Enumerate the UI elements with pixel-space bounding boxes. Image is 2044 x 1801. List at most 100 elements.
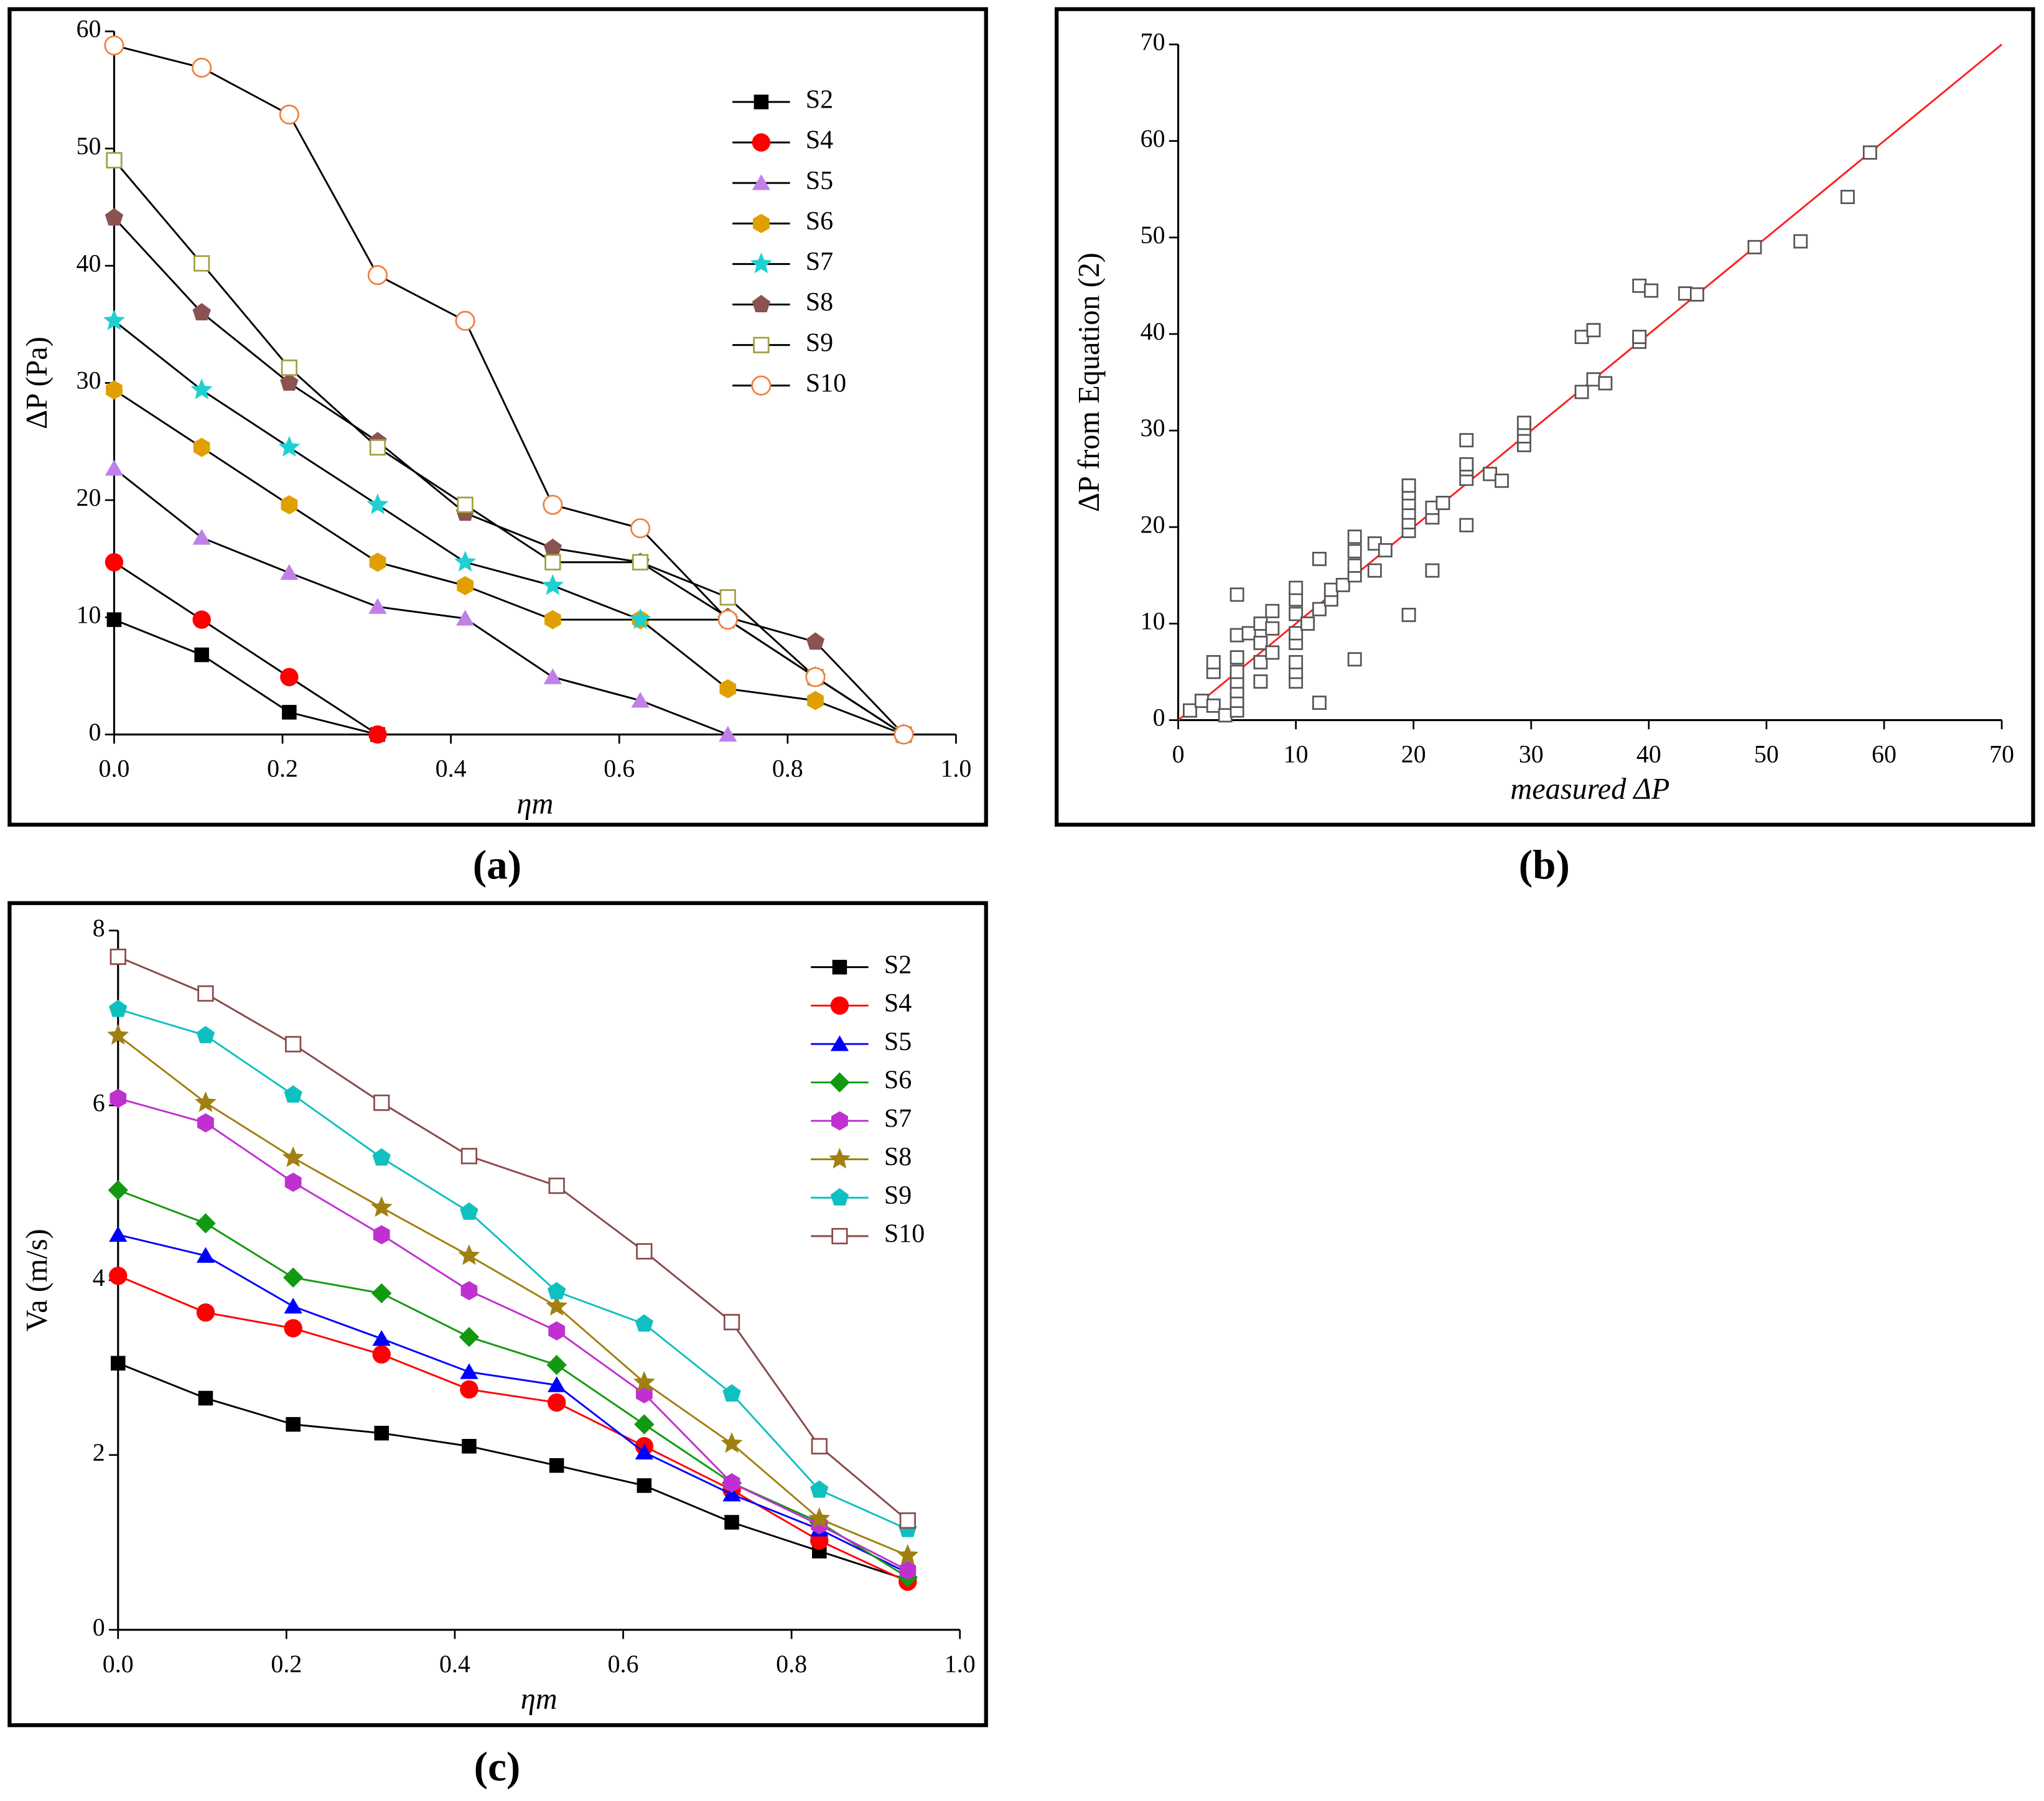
marker — [196, 1025, 215, 1043]
marker — [281, 359, 297, 376]
marker — [1459, 457, 1474, 472]
marker — [719, 589, 736, 606]
y-axis-label: ΔP from Equation (2) — [1073, 253, 1106, 512]
marker — [1862, 145, 1877, 160]
marker — [282, 1267, 304, 1288]
marker — [721, 1432, 743, 1453]
marker — [110, 1356, 126, 1371]
series-line — [113, 618, 378, 736]
marker — [192, 57, 212, 78]
marker — [808, 1507, 831, 1529]
legend-marker — [831, 1111, 848, 1131]
marker — [544, 554, 561, 570]
marker — [548, 1177, 565, 1194]
series-line — [118, 1008, 908, 1530]
series-line — [117, 1035, 908, 1557]
marker — [193, 437, 210, 457]
x-tick-label: 0.6 — [608, 1650, 639, 1678]
x-tick-label: 20 — [1401, 740, 1426, 768]
y-tick-label: 6 — [93, 1089, 105, 1117]
marker — [1230, 587, 1244, 602]
y-tick-label: 70 — [1141, 28, 1165, 56]
marker — [106, 380, 123, 400]
marker — [1323, 582, 1338, 597]
marker — [1586, 372, 1601, 387]
y-tick-label: 50 — [77, 132, 101, 160]
x-tick-label: 0.4 — [436, 755, 467, 783]
legend-marker — [752, 295, 771, 313]
marker — [1335, 577, 1350, 592]
marker — [281, 495, 298, 514]
legend-marker — [830, 1035, 849, 1051]
marker — [894, 724, 914, 745]
marker — [367, 265, 388, 286]
x-axis-label: ηm — [521, 1682, 558, 1715]
marker — [543, 538, 562, 556]
marker — [280, 373, 299, 391]
y-tick-label: 2 — [93, 1438, 105, 1466]
marker — [107, 1024, 129, 1045]
marker — [1289, 655, 1304, 669]
marker — [1516, 416, 1531, 430]
marker — [194, 1091, 217, 1112]
marker — [105, 208, 124, 226]
legend-marker — [754, 95, 769, 109]
marker — [549, 1458, 564, 1473]
marker — [108, 1180, 128, 1201]
marker — [1586, 323, 1601, 338]
marker — [110, 948, 126, 966]
y-tick-label: 20 — [77, 483, 101, 511]
marker — [284, 1173, 302, 1192]
marker — [194, 647, 209, 663]
marker — [192, 610, 211, 629]
marker — [1230, 664, 1244, 679]
panel-frame — [7, 901, 988, 1728]
marker — [109, 1226, 128, 1242]
marker — [806, 632, 825, 650]
legend-label: S6 — [806, 207, 833, 236]
series-line — [118, 1097, 908, 1571]
marker — [541, 574, 564, 595]
x-tick-label: 0.6 — [604, 755, 635, 783]
marker — [547, 1282, 566, 1300]
marker — [1574, 330, 1589, 345]
marker — [196, 1247, 215, 1263]
marker — [109, 1267, 128, 1285]
x-tick-label: 0.8 — [772, 755, 803, 783]
marker — [1265, 621, 1280, 636]
marker — [1218, 708, 1233, 723]
marker — [190, 378, 213, 399]
marker — [1289, 607, 1304, 621]
marker — [1347, 544, 1362, 559]
marker — [897, 1543, 919, 1565]
marker — [105, 553, 124, 572]
marker — [370, 1196, 393, 1217]
marker — [636, 1243, 653, 1260]
series-line — [114, 44, 905, 735]
x-tick-label: 40 — [1636, 740, 1661, 768]
marker — [631, 692, 650, 708]
legend-marker — [832, 959, 847, 975]
x-tick-label: 0 — [1172, 740, 1185, 768]
marker — [286, 1417, 301, 1432]
series-line — [118, 1234, 908, 1574]
marker — [373, 1094, 390, 1111]
marker — [1241, 626, 1256, 641]
legend-marker — [830, 996, 849, 1015]
legend-label: S8 — [806, 288, 833, 317]
marker — [197, 985, 214, 1002]
y-tick-label: 60 — [77, 15, 101, 43]
marker — [1678, 286, 1692, 301]
marker — [548, 1321, 566, 1341]
marker — [459, 1326, 480, 1347]
marker — [1840, 190, 1855, 205]
marker — [547, 1376, 566, 1392]
marker — [284, 1297, 302, 1314]
x-tick-label: 0.0 — [103, 1650, 134, 1678]
marker — [371, 1283, 392, 1304]
marker — [1495, 473, 1509, 488]
y-tick-label: 30 — [77, 366, 101, 394]
legend-label: S10 — [884, 1220, 925, 1249]
marker — [546, 1295, 568, 1316]
